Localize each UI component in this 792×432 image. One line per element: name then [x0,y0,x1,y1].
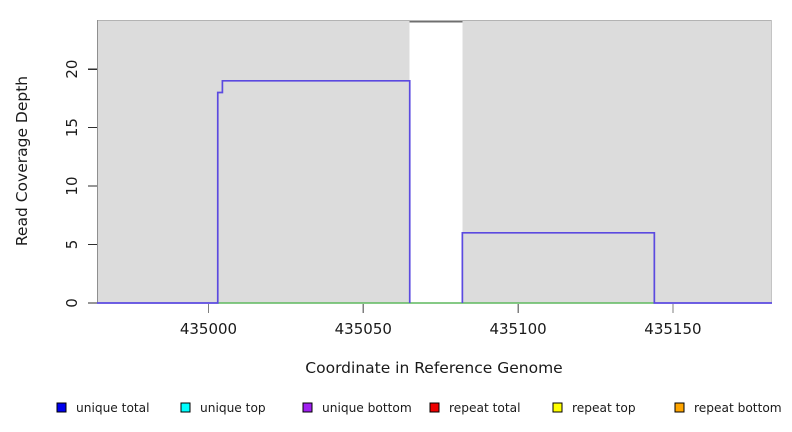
legend-item: repeat top [552,401,636,415]
legend-label: unique bottom [322,401,412,415]
legend-item: unique top [180,401,266,415]
legend-label: repeat top [572,401,636,415]
legend-swatch-repeat-total [429,402,440,413]
y-tick-label: 0 [63,298,81,308]
x-axis-ticks-group: 435000 435050 435100 435150 [180,304,702,338]
y-tick-label: 10 [63,177,81,196]
y-tick-label: 5 [63,240,81,250]
legend-label: repeat total [449,401,520,415]
y-tick-label: 20 [63,60,81,79]
legend-group: unique total unique top unique bottom repea… [56,401,782,415]
x-tick-label: 435150 [644,320,701,338]
y-tick-label: 15 [63,118,81,137]
legend-item: repeat total [429,401,520,415]
y-axis-ticks-group: 0 5 10 15 20 [63,60,97,308]
series-lines-group [97,79,772,304]
x-tick-label: 435100 [489,320,546,338]
legend-swatch-unique-total [56,402,67,413]
legend-label: repeat bottom [694,401,782,415]
legend-swatch-repeat-bottom [674,402,685,413]
x-axis-title: Coordinate in Reference Genome [305,359,562,377]
legend-item: unique total [56,401,150,415]
y-axis-title: Read Coverage Depth [13,76,31,246]
legend-item: unique bottom [302,401,412,415]
legend-swatch-unique-top [180,402,191,413]
plot-background-group [97,20,772,303]
legend-item: repeat bottom [674,401,782,415]
series-line-unique-bottom-right-block [461,231,772,304]
legend-label: unique total [76,401,150,415]
legend-swatch-repeat-top [552,402,563,413]
x-tick-label: 435000 [180,320,237,338]
series-line-unique-bottom-left-block [97,79,411,304]
legend-label: unique top [200,401,266,415]
coverage-gap-band [409,20,463,303]
legend-swatch-unique-bottom [302,402,313,413]
x-tick-label: 435050 [335,320,392,338]
